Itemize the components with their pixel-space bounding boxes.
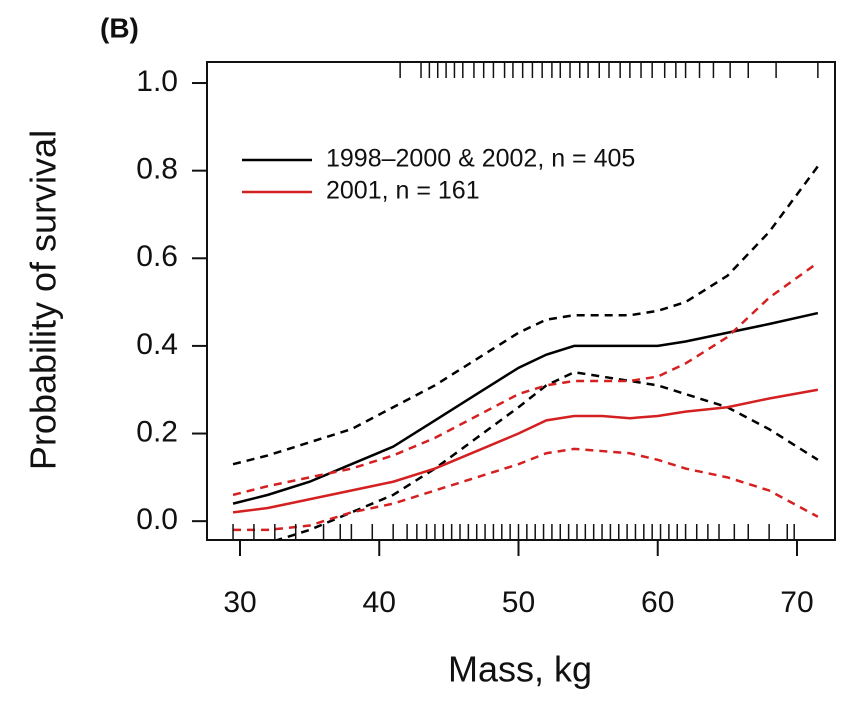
y-tick-label: 0.0 xyxy=(136,503,178,536)
confidence-band xyxy=(232,165,819,466)
x-tick-label: 40 xyxy=(363,586,396,619)
y-axis-label: Probability of survival xyxy=(23,130,64,470)
line xyxy=(232,388,819,514)
chart-title: (B) xyxy=(100,12,139,43)
legend-label: 2001, n = 161 xyxy=(326,177,480,205)
y-tick-label: 0.4 xyxy=(136,328,178,361)
plot-frame xyxy=(206,61,836,541)
x-tick-label: 30 xyxy=(223,586,256,619)
legend-label: 1998–2000 & 2002, n = 405 xyxy=(326,145,635,173)
x-tick-label: 50 xyxy=(502,586,535,619)
x-axis-label: Mass, kg xyxy=(448,649,592,690)
confidence-band xyxy=(232,261,819,497)
x-tick-label: 60 xyxy=(641,586,674,619)
y-tick-label: 0.6 xyxy=(136,240,178,273)
y-tick-label: 1.0 xyxy=(136,65,178,98)
x-tick-label: 70 xyxy=(780,586,813,619)
y-tick-label: 0.8 xyxy=(136,153,178,186)
line xyxy=(232,311,819,505)
confidence-band xyxy=(273,370,819,540)
plot-area xyxy=(232,165,819,540)
y-tick-label: 0.2 xyxy=(136,415,178,448)
confidence-band xyxy=(233,447,819,532)
